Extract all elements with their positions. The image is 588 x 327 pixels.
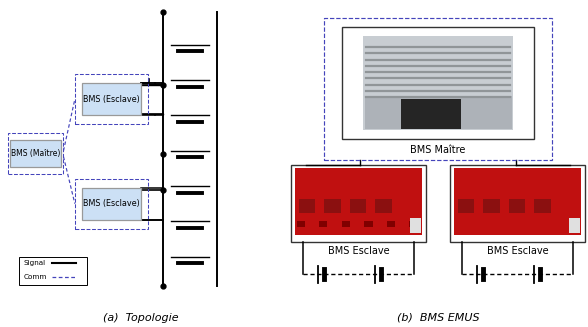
Bar bbox=[450, 165, 585, 242]
Bar bbox=[10, 141, 61, 167]
Bar bbox=[409, 221, 418, 227]
Bar bbox=[483, 199, 500, 213]
Bar bbox=[296, 221, 305, 227]
Text: BMS Esclave: BMS Esclave bbox=[328, 247, 389, 256]
Bar bbox=[319, 221, 328, 227]
Bar bbox=[75, 179, 148, 229]
Bar bbox=[350, 199, 366, 213]
Bar bbox=[387, 221, 395, 227]
Text: BMS (Esclave): BMS (Esclave) bbox=[83, 199, 140, 208]
Bar bbox=[19, 257, 87, 284]
Bar bbox=[82, 83, 141, 115]
Bar bbox=[342, 221, 350, 227]
Bar bbox=[324, 199, 340, 213]
Bar bbox=[457, 199, 474, 213]
Bar bbox=[8, 133, 64, 174]
Text: BMS (Maître): BMS (Maître) bbox=[11, 149, 61, 158]
Bar bbox=[410, 218, 421, 233]
Text: BMS (Esclave): BMS (Esclave) bbox=[83, 95, 140, 104]
Bar bbox=[299, 199, 315, 213]
Bar bbox=[75, 74, 148, 124]
Bar bbox=[454, 168, 582, 235]
Text: (a)  Topologie: (a) Topologie bbox=[103, 313, 179, 323]
Text: Signal: Signal bbox=[24, 260, 46, 266]
Bar bbox=[400, 98, 460, 129]
Bar bbox=[291, 165, 426, 242]
Bar bbox=[295, 168, 422, 235]
Text: Comm: Comm bbox=[24, 274, 47, 280]
Bar bbox=[363, 36, 513, 130]
Bar bbox=[365, 96, 512, 129]
Bar bbox=[534, 199, 550, 213]
Bar bbox=[82, 188, 141, 220]
Bar bbox=[364, 221, 373, 227]
Text: (b)  BMS EMUS: (b) BMS EMUS bbox=[397, 313, 479, 323]
Bar bbox=[375, 199, 392, 213]
Bar bbox=[509, 199, 525, 213]
Text: BMS Esclave: BMS Esclave bbox=[487, 247, 549, 256]
Bar bbox=[342, 27, 534, 139]
Text: BMS Maître: BMS Maître bbox=[410, 145, 466, 155]
Bar bbox=[569, 218, 580, 233]
Bar bbox=[324, 18, 552, 160]
